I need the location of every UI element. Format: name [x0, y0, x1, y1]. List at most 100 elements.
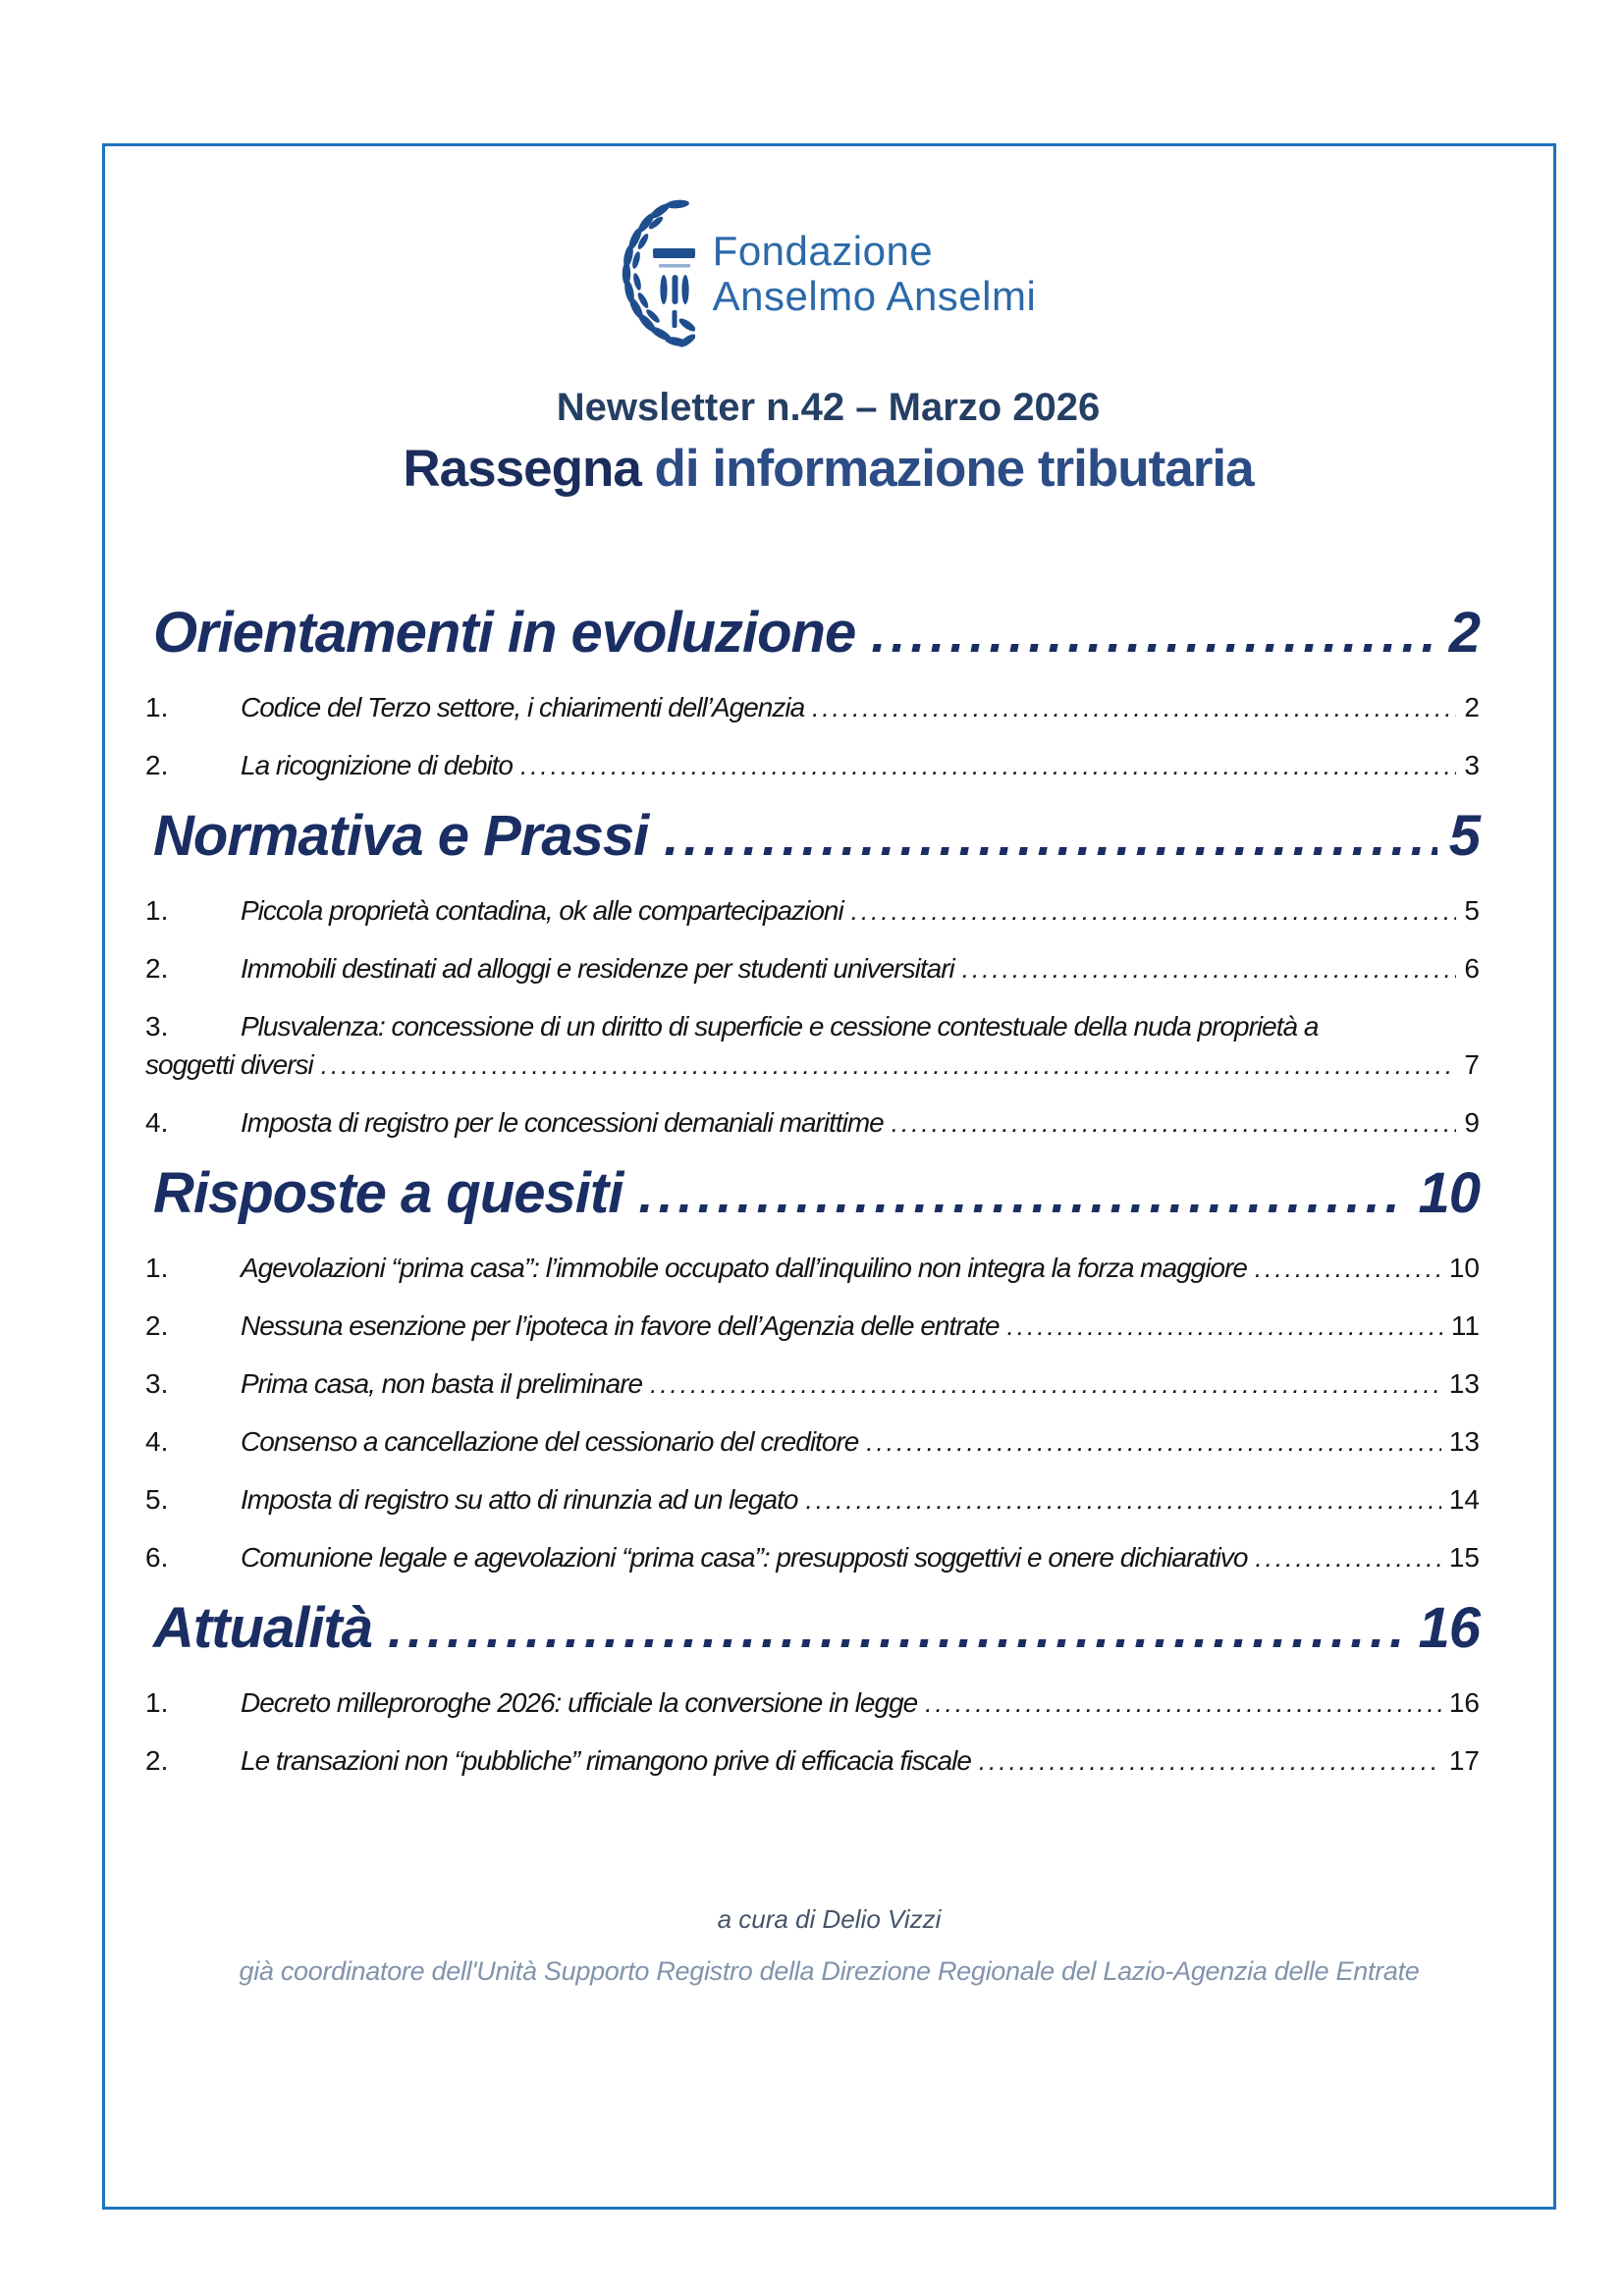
toc-item: 2. La ricognizione di debito ...........… — [145, 749, 1480, 782]
item-page: 7 — [1464, 1049, 1480, 1080]
item-page: 17 — [1448, 1745, 1480, 1776]
item-number: 4. — [145, 1107, 169, 1138]
item-number: 2. — [145, 1745, 169, 1776]
item-title: Plusvalenza: concessione di un diritto d… — [241, 1011, 1319, 1041]
section-title: Orientamenti in evoluzione — [153, 601, 856, 665]
item-dots: ........................................… — [891, 1108, 1457, 1138]
item-dots: ........................................… — [866, 1427, 1441, 1457]
item-number: 1. — [145, 692, 169, 722]
item-title: Consenso a cancellazione del cessionario… — [241, 1426, 859, 1457]
toc-item: 2. Immobili destinati ad alloggi e resid… — [145, 952, 1480, 986]
section-dots: ........................................… — [388, 1600, 1407, 1659]
toc-item: 1. Codice del Terzo settore, i chiarimen… — [145, 691, 1480, 724]
item-dots: ........................................… — [850, 896, 1457, 926]
item-title: La ricognizione di debito — [241, 750, 514, 780]
item-page: 2 — [1464, 692, 1480, 722]
item-dots: ........................................… — [1255, 1543, 1440, 1573]
foundation-name: Fondazione Anselmo Anselmi — [713, 229, 1037, 319]
item-page: 9 — [1464, 1107, 1480, 1138]
item-title: Agevolazioni “prima casa”: l’immobile oc… — [241, 1253, 1248, 1283]
item-number: 1. — [145, 1253, 169, 1283]
toc-section-heading: Attualità ..............................… — [145, 1596, 1481, 1660]
document-title-part2: di informazione tributaria — [640, 440, 1255, 498]
item-page: 16 — [1448, 1687, 1480, 1718]
section-title: Risposte a quesiti — [153, 1161, 623, 1225]
item-dots: ........................................… — [320, 1050, 1457, 1080]
toc: Orientamenti in evoluzione .............… — [145, 601, 1481, 1778]
page-border-frame: Fondazione Anselmo Anselmi Newsletter n.… — [102, 143, 1556, 2210]
toc-item: 3. Prima casa, non basta il preliminare … — [145, 1367, 1480, 1401]
item-dots: ........................................… — [1006, 1311, 1443, 1341]
toc-item: 4. Consenso a cancellazione del cessiona… — [145, 1425, 1480, 1459]
item-title: Immobili destinati ad alloggi e residenz… — [241, 953, 955, 984]
item-dots: ........................................… — [805, 1485, 1440, 1515]
toc-section-heading: Risposte a quesiti .....................… — [145, 1161, 1481, 1225]
item-number: 6. — [145, 1542, 169, 1573]
item-title: Decreto milleproroghe 2026: ufficiale la… — [241, 1687, 918, 1718]
toc-section-heading: Orientamenti in evoluzione .............… — [145, 601, 1481, 665]
section-title: Normativa e Prassi — [153, 804, 649, 868]
item-title: Piccola proprietà contadina, ok alle com… — [241, 895, 844, 926]
item-number: 3. — [145, 1011, 169, 1041]
item-title: Prima casa, non basta il preliminare — [241, 1368, 643, 1399]
item-page: 13 — [1448, 1368, 1480, 1399]
toc-section-heading: Normativa e Prassi .....................… — [145, 804, 1481, 868]
item-number: 2. — [145, 953, 169, 984]
section-page: 16 — [1418, 1596, 1481, 1660]
toc-item: soggetti diversi .......................… — [145, 1048, 1480, 1082]
foundation-logo: Fondazione Anselmo Anselmi — [145, 199, 1511, 348]
item-page: 13 — [1448, 1426, 1480, 1457]
footer-curator: a cura di Delio Vizzi — [717, 1904, 942, 1934]
item-dots: ........................................… — [812, 693, 1457, 722]
newsletter-issue-line: Newsletter n.42 – Marzo 2026 — [556, 386, 1101, 429]
item-dots: ........................................… — [519, 751, 1456, 780]
toc-item: 1. Decreto milleproroghe 2026: ufficiale… — [145, 1686, 1480, 1720]
item-page: 11 — [1450, 1310, 1480, 1341]
section-page: 2 — [1448, 601, 1481, 665]
section-dots: ........................................… — [638, 1165, 1407, 1224]
item-dots: ........................................… — [650, 1369, 1441, 1399]
item-dots: ........................................… — [925, 1688, 1441, 1718]
item-title: Imposta di registro per le concessioni d… — [241, 1107, 885, 1138]
toc-item: 6. Comunione legale e agevolazioni “prim… — [145, 1541, 1480, 1575]
document-title-part1: Rassegna — [403, 440, 641, 498]
item-number: 5. — [145, 1484, 169, 1515]
page-content: Fondazione Anselmo Anselmi Newsletter n.… — [105, 146, 1553, 2207]
toc-item: 4. Imposta di registro per le concession… — [145, 1106, 1480, 1140]
item-title: Comunione legale e agevolazioni “prima c… — [241, 1542, 1248, 1573]
toc-item: 2. Le transazioni non “pubbliche” rimang… — [145, 1744, 1480, 1778]
header: Fondazione Anselmo Anselmi Newsletter n.… — [145, 199, 1511, 500]
section-page: 5 — [1448, 804, 1481, 868]
item-dots: ........................................… — [961, 954, 1457, 984]
item-page: 5 — [1464, 895, 1480, 926]
section-title: Attualità — [153, 1596, 373, 1660]
toc-item: 5. Imposta di registro su atto di rinunz… — [145, 1483, 1480, 1517]
laurel-column-icon — [622, 199, 695, 347]
item-page: 14 — [1448, 1484, 1480, 1515]
item-page: 10 — [1448, 1253, 1480, 1283]
toc-item: 1. Agevolazioni “prima casa”: l’immobile… — [145, 1252, 1480, 1285]
foundation-name-line1: Fondazione — [712, 228, 934, 274]
item-page: 3 — [1464, 750, 1480, 780]
item-page: 15 — [1448, 1542, 1480, 1573]
item-number: 3. — [145, 1368, 169, 1399]
item-number: 1. — [145, 895, 169, 926]
item-title: Nessuna esenzione per l’ipoteca in favor… — [241, 1310, 1001, 1341]
toc-item: 2. Nessuna esenzione per l’ipoteca in fa… — [145, 1309, 1480, 1343]
foundation-name-line2: Anselmo Anselmi — [712, 273, 1037, 319]
item-page: 6 — [1464, 953, 1480, 984]
document-title: Rassegna di informazione tributaria — [145, 439, 1511, 500]
item-title: Le transazioni non “pubbliche” rimangono… — [241, 1745, 972, 1776]
footer: a cura di Delio Vizzi già coordinatore d… — [105, 1903, 1553, 1987]
item-number: 4. — [145, 1426, 169, 1457]
footer-role: già coordinatore dell'Unità Supporto Reg… — [239, 1956, 1420, 1986]
section-dots: ........................................… — [871, 605, 1437, 664]
toc-item: 1. Piccola proprietà contadina, ok alle … — [145, 894, 1480, 928]
item-number: 2. — [145, 1310, 169, 1341]
item-title: soggetti diversi — [145, 1049, 314, 1080]
section-page: 10 — [1418, 1161, 1481, 1225]
item-dots: ........................................… — [1254, 1254, 1441, 1283]
item-number: 1. — [145, 1687, 169, 1718]
item-dots: ........................................… — [978, 1746, 1441, 1776]
